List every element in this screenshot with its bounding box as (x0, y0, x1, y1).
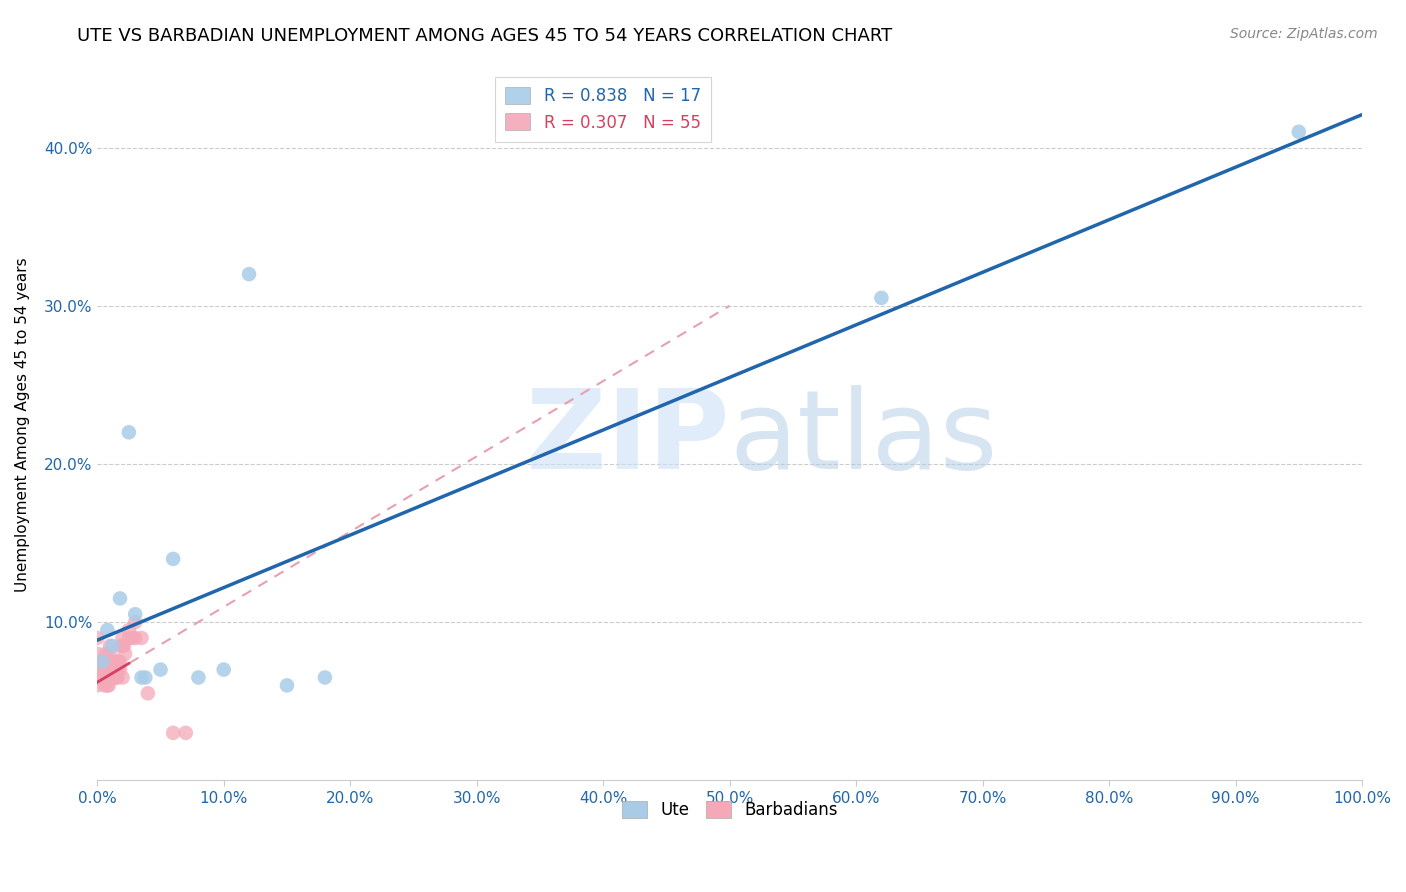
Point (97, 671, 120, 685)
Point (101, 671, 124, 685)
Point (107, 671, 129, 685)
Y-axis label: Unemployment Among Ages 45 to 54 years: Unemployment Among Ages 45 to 54 years (15, 257, 30, 591)
Text: ZIP: ZIP (526, 385, 730, 492)
Legend: Ute, Barbadians: Ute, Barbadians (614, 794, 844, 825)
Point (111, 631, 134, 645)
Point (90, 655, 112, 669)
Point (86, 663, 108, 677)
Point (276, 678, 298, 692)
Point (90, 671, 112, 685)
Point (96, 678, 118, 692)
Point (131, 671, 153, 685)
Point (98, 671, 121, 685)
Point (91, 655, 114, 669)
Point (149, 663, 172, 677)
Point (870, 291, 893, 305)
Point (124, 631, 146, 645)
Point (101, 639, 124, 653)
Point (96, 671, 118, 685)
Point (96, 623, 118, 637)
Point (101, 655, 124, 669)
Point (174, 726, 197, 740)
Point (86, 647, 108, 661)
Point (105, 663, 128, 677)
Point (121, 631, 143, 645)
Point (124, 615, 146, 629)
Point (118, 631, 141, 645)
Point (98, 647, 121, 661)
Point (98, 639, 121, 653)
Point (238, 267, 260, 281)
Point (314, 671, 336, 685)
Point (111, 671, 134, 685)
Point (105, 655, 128, 669)
Point (91, 671, 114, 685)
Point (162, 726, 184, 740)
Point (162, 552, 184, 566)
Text: atlas: atlas (730, 385, 998, 492)
Point (96, 663, 118, 677)
Point (93, 663, 115, 677)
Point (124, 607, 146, 622)
Point (112, 639, 135, 653)
Point (94, 663, 117, 677)
Point (108, 655, 131, 669)
Point (107, 663, 129, 677)
Point (111, 639, 134, 653)
Point (97, 678, 120, 692)
Point (86, 678, 108, 692)
Point (212, 663, 235, 677)
Point (103, 663, 125, 677)
Point (118, 623, 141, 637)
Point (131, 631, 153, 645)
Point (100, 671, 122, 685)
Point (93, 671, 115, 685)
Point (187, 671, 209, 685)
Point (114, 647, 136, 661)
Point (94, 671, 117, 685)
Point (118, 425, 141, 440)
Point (98, 655, 121, 669)
Point (86, 631, 108, 645)
Point (86, 671, 108, 685)
Text: Source: ZipAtlas.com: Source: ZipAtlas.com (1230, 27, 1378, 41)
Point (94, 678, 117, 692)
Point (110, 639, 132, 653)
Point (93, 655, 115, 669)
Point (107, 655, 129, 669)
Text: UTE VS BARBADIAN UNEMPLOYMENT AMONG AGES 45 TO 54 YEARS CORRELATION CHART: UTE VS BARBADIAN UNEMPLOYMENT AMONG AGES… (77, 27, 893, 45)
Point (94, 647, 117, 661)
Point (104, 663, 127, 677)
Point (108, 591, 131, 606)
Point (134, 671, 156, 685)
Point (136, 686, 159, 700)
Point (1288, 125, 1310, 139)
Point (98, 663, 121, 677)
Point (105, 671, 128, 685)
Point (94, 671, 117, 685)
Point (103, 671, 125, 685)
Point (108, 663, 131, 677)
